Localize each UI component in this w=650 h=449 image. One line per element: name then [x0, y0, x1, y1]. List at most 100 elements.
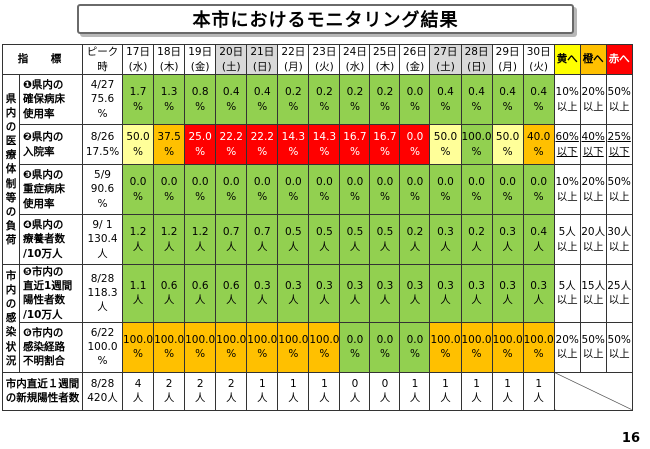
value-unit: % [349, 190, 360, 203]
peak-line: 人 [97, 247, 108, 260]
threshold-cell: 15人 以上 [579, 264, 607, 323]
value-cell: 0.0% [369, 164, 401, 215]
value-unit: % [164, 145, 175, 158]
value-cell: 100.0% [153, 321, 186, 373]
peak-value: 8/28 118.3 人 [82, 264, 123, 323]
threshold-direction: 以下 [556, 145, 578, 158]
value-cell: 0.0% [339, 164, 371, 215]
category-char: 感 [5, 312, 17, 325]
threshold-value: 50% [581, 334, 605, 347]
date-day: 27日 [433, 46, 458, 59]
indicator-header: 指 標 [2, 44, 83, 75]
date-day: 25日 [373, 46, 397, 59]
indicator-name: ❹県内の 療養者数/10万人 [19, 214, 83, 265]
value: 0.0 [406, 176, 424, 189]
value-unit: % [440, 145, 451, 158]
value: 14.3 [281, 131, 306, 144]
threshold-cell: 30人 以上 [605, 214, 633, 265]
date-weekday: (金) [405, 60, 425, 73]
threshold-value: 5人 [558, 226, 576, 239]
indicator-name-line: ❸県内の [23, 169, 64, 182]
value: 1.2 [160, 226, 178, 239]
date-day: 20日 [219, 46, 244, 59]
category-char: 体 [5, 163, 17, 176]
threshold-cell: 20% 以上 [579, 74, 607, 125]
peak-line: 9/ 1 [92, 219, 113, 232]
value: 0.7 [222, 226, 240, 239]
date-header: 21日 (日) [246, 44, 279, 75]
value-unit: 人 [533, 240, 544, 253]
threshold-value: 10% [555, 86, 579, 99]
peak-line: 8/26 [90, 131, 115, 144]
indicator-name: ❸県内の 重症病床 使用率 [19, 164, 83, 215]
value: 16.7 [343, 131, 367, 144]
peak-line: 5/9 [94, 169, 111, 182]
threshold-direction: 以上 [608, 190, 630, 203]
value-unit: 人 [225, 240, 237, 253]
value-unit: % [164, 190, 175, 203]
value-cell: 0.4% [460, 74, 493, 125]
threshold-cell: 5人 以上 [553, 214, 581, 265]
value-unit: 人 [440, 240, 451, 253]
value-cell: 0.0% [215, 164, 248, 215]
value-cell: 0.0% [121, 164, 155, 215]
threshold-direction: 以上 [582, 294, 604, 307]
value: 1.2 [191, 226, 209, 239]
value-unit: % [440, 190, 451, 203]
category-char: 内 [5, 283, 17, 296]
value-unit: 人 [471, 294, 482, 307]
new-cases-unit: 人 [163, 392, 175, 405]
new-cases-unit: 人 [225, 392, 237, 405]
value-cell: 50.0% [429, 124, 462, 165]
value-cell: 0.4% [522, 74, 555, 125]
value-unit: % [409, 100, 420, 113]
date-header: 26日 (金) [399, 44, 431, 75]
new-cases-unit: 人 [132, 392, 144, 405]
value-unit: 人 [163, 294, 175, 307]
value-cell: 0.5 人 [339, 214, 371, 265]
peak-value: 6/22 100.0% [82, 321, 123, 373]
date-weekday: (土) [436, 60, 455, 73]
value: 1.2 [129, 226, 147, 239]
indicator-name-line: 陽性者数 [23, 294, 65, 307]
threshold-cell: 10% 以上 [553, 164, 581, 215]
value-cell: 0.0% [399, 321, 431, 373]
value: 1.7 [129, 86, 147, 99]
new-cases-unit: 人 [471, 392, 482, 405]
peak-line: 8/28 [90, 273, 115, 286]
threshold-value: 20人 [581, 226, 606, 239]
threshold-value: 25% [607, 131, 631, 144]
value: 0.2 [468, 226, 485, 239]
date-day: 30日 [526, 46, 551, 59]
indicator-name-line: 重症病床 [23, 183, 65, 196]
value: 0.0 [316, 176, 333, 189]
value-cell: 0.6 人 [153, 264, 186, 323]
value: 50.0 [126, 131, 150, 144]
value-cell: 14.3% [308, 124, 341, 165]
value-cell: 1.7% [121, 74, 155, 125]
value-cell: 0.0% [522, 164, 555, 215]
date-weekday: (火) [315, 60, 334, 73]
threshold-value: 20% [581, 86, 605, 99]
threshold-cell: 25% 以下 [605, 124, 633, 165]
value-unit: % [409, 348, 420, 361]
value: 0.5 [316, 226, 333, 239]
value-unit: % [379, 100, 390, 113]
value-unit: 人 [533, 294, 544, 307]
value-cell: 16.7% [369, 124, 401, 165]
value: 100.0 [461, 334, 492, 347]
value-cell: 0.0% [399, 124, 431, 165]
value-unit: 人 [288, 294, 299, 307]
value-cell: 100.0% [460, 321, 493, 373]
indicator-name-line: ❻市内の [23, 326, 64, 339]
value-unit: 人 [409, 294, 421, 307]
value-unit: % [226, 145, 237, 158]
value: 0.3 [253, 280, 271, 293]
new-cases-peak: 8/28 420人 [82, 371, 123, 411]
category-label: 県内の医療体制等の負荷 [2, 74, 20, 265]
date-day: 26日 [403, 46, 427, 59]
